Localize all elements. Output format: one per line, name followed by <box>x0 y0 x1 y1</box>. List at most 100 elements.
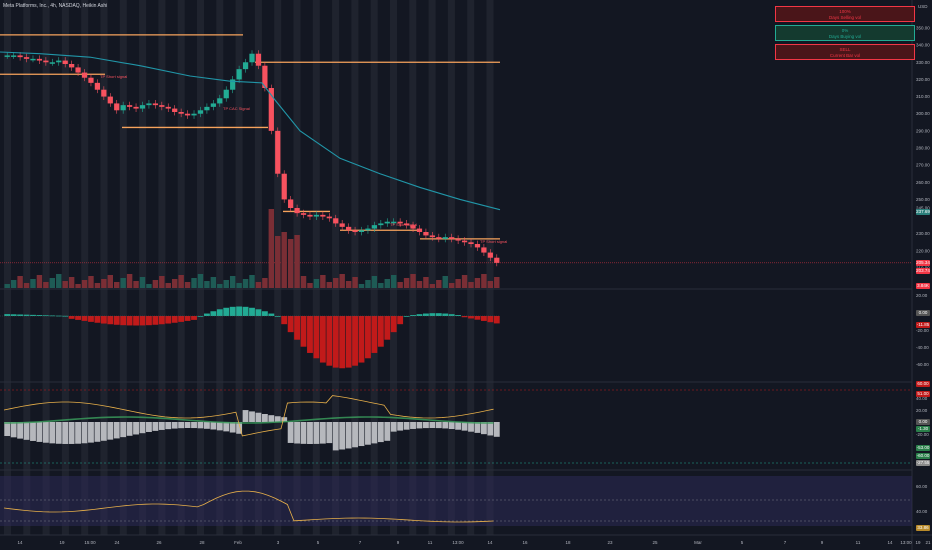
osc-bar <box>30 422 36 441</box>
currency-label: USD <box>918 4 928 9</box>
candle-body <box>268 88 274 131</box>
volume-bar <box>442 276 448 288</box>
macd-histogram-bar <box>81 316 88 321</box>
macd-histogram-bar <box>480 316 487 321</box>
candle-body <box>339 223 345 227</box>
osc-bar <box>287 422 294 443</box>
signal-annotation: TP Short signal <box>100 74 127 79</box>
axis-value-box: 203.74 <box>916 268 930 274</box>
candle-body <box>358 230 365 232</box>
candle-body <box>294 208 300 214</box>
candle-body <box>352 230 358 232</box>
candle-body <box>152 103 158 106</box>
osc-axis-tick: -20.00 <box>916 432 929 437</box>
candle-body <box>494 257 500 263</box>
macd-histogram-bar <box>261 311 268 316</box>
osc-axis-tick: 20.00 <box>916 408 928 413</box>
volume-bar <box>152 280 159 288</box>
candle-body <box>36 58 43 61</box>
osc-bar <box>281 417 288 422</box>
osc-bar <box>113 422 120 439</box>
volume-bar <box>10 280 17 288</box>
candle-body <box>107 96 113 104</box>
macd-histogram-bar <box>197 316 204 317</box>
axis-value-box: 60.00 <box>916 381 930 387</box>
axis-value-box: 205.34 <box>916 260 930 266</box>
osc-bar <box>42 422 49 443</box>
candle-body <box>391 221 397 224</box>
candle-body <box>204 106 210 111</box>
osc-bar <box>107 422 114 440</box>
axis-value-box: 237.69 <box>916 209 930 215</box>
osc-bar <box>10 422 17 438</box>
time-axis-tick: 15:00 <box>84 540 96 545</box>
time-axis-tick: 13:00 <box>452 540 464 545</box>
rsi-band <box>0 476 912 526</box>
price-axis-tick: 260.00 <box>916 180 930 185</box>
candle-body <box>184 113 191 116</box>
candle-body <box>88 77 94 83</box>
candle-body <box>262 65 268 88</box>
macd-histogram-bar <box>100 316 107 324</box>
osc-bar <box>197 422 204 429</box>
macd-histogram-bar <box>287 316 294 333</box>
osc-bar <box>146 422 152 432</box>
stat-label: Days Selling vol <box>828 15 861 20</box>
candle-body <box>146 103 152 106</box>
macd-histogram-bar <box>429 313 436 316</box>
volume-bar <box>23 283 30 288</box>
osc-bar <box>268 415 275 422</box>
signal-annotation: TP Short signal <box>480 239 507 244</box>
macd-histogram-bar <box>36 315 43 316</box>
macd-histogram-bar <box>365 316 371 359</box>
candle-body <box>300 213 307 215</box>
osc-bar <box>81 422 88 444</box>
volume-bar <box>236 283 242 288</box>
price-axis-tick: 340.00 <box>916 43 930 48</box>
session-stripe <box>119 0 127 535</box>
axis-value-box: -1.30 <box>916 426 930 432</box>
volume-bar <box>88 276 94 288</box>
osc-bar <box>416 422 423 429</box>
macd-histogram-bar <box>371 316 378 353</box>
candle-body <box>320 214 326 217</box>
time-axis-tick: 11 <box>428 540 433 545</box>
candle-body <box>242 62 249 70</box>
volume-bar <box>378 283 384 288</box>
price-axis-tick: 250.00 <box>916 197 930 202</box>
osc-bar <box>126 422 133 436</box>
volume-bar <box>56 274 62 288</box>
macd-histogram-bar <box>455 315 462 316</box>
volume-bar <box>358 284 365 288</box>
volume-bar <box>494 277 500 288</box>
candle-body <box>69 64 75 68</box>
session-stripe <box>81 0 89 535</box>
macd-histogram-bar <box>377 316 384 347</box>
osc-bar <box>390 422 397 432</box>
time-axis-tick: 5 <box>317 540 320 545</box>
axis-value-box: 33.86 <box>916 525 930 531</box>
osc-bar <box>300 422 307 444</box>
osc-bar <box>384 422 391 441</box>
osc-bar <box>17 422 24 439</box>
candle-body <box>468 242 474 244</box>
candle-body <box>139 105 146 109</box>
volume-bar <box>345 281 352 288</box>
volume-bar <box>62 281 68 288</box>
osc-bar <box>397 422 404 431</box>
volume-bar <box>287 239 294 288</box>
macd-histogram-bar <box>236 306 243 316</box>
stat-value: 100% <box>839 9 851 14</box>
candle-body <box>455 238 461 241</box>
macd-histogram-bar <box>203 313 210 316</box>
candle-body <box>49 62 55 64</box>
volume-bar <box>436 280 442 288</box>
volume-bar <box>474 278 481 288</box>
macd-histogram-bar <box>42 315 49 317</box>
volume-bar <box>365 280 371 288</box>
candle-body <box>56 60 62 63</box>
time-axis-tick: 9 <box>821 540 824 545</box>
osc-bar <box>429 422 436 429</box>
price-axis-tick: 290.00 <box>916 128 930 133</box>
